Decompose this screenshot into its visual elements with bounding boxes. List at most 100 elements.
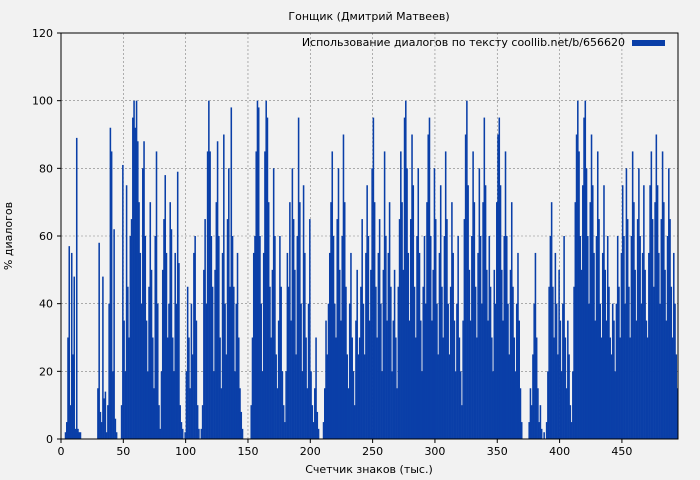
bar — [624, 303, 626, 439]
bar — [427, 134, 430, 439]
bar — [333, 303, 336, 439]
bar — [347, 388, 350, 439]
bar — [107, 405, 109, 439]
bar — [327, 303, 330, 439]
bar — [224, 303, 226, 439]
bar — [468, 269, 471, 439]
bar — [530, 405, 533, 439]
bar — [366, 185, 368, 439]
bar — [105, 432, 108, 439]
bar — [416, 236, 418, 439]
bar — [300, 303, 302, 439]
bar — [431, 320, 433, 439]
y-tick-label: 0 — [46, 433, 53, 446]
bar — [143, 141, 145, 439]
bar — [654, 202, 656, 439]
bar — [342, 134, 345, 439]
bar — [233, 286, 235, 439]
bar — [331, 151, 334, 440]
bar — [345, 286, 347, 439]
x-tick-label: 300 — [424, 445, 445, 458]
bar — [153, 388, 155, 439]
bar — [580, 269, 583, 439]
bar — [567, 320, 569, 439]
bar — [473, 202, 476, 439]
bar — [378, 219, 381, 439]
bar — [337, 168, 340, 439]
bar — [175, 303, 178, 439]
bar — [380, 303, 382, 439]
bar — [163, 219, 165, 439]
bar — [504, 151, 507, 440]
bar — [269, 286, 271, 439]
bar — [271, 269, 274, 439]
y-tick-label: 100 — [32, 95, 53, 108]
bar — [252, 252, 255, 439]
bar — [208, 100, 210, 440]
bar — [276, 388, 279, 439]
bar — [368, 320, 371, 439]
bar — [670, 286, 673, 439]
bar — [282, 405, 285, 439]
bar — [508, 354, 511, 439]
bar — [185, 371, 188, 439]
bar — [284, 422, 286, 439]
bar — [428, 117, 431, 439]
bar — [496, 202, 498, 439]
bar — [198, 428, 200, 439]
bar — [666, 236, 669, 439]
bar — [675, 354, 678, 439]
bar — [528, 422, 530, 439]
bar — [184, 432, 186, 439]
x-tick-label: 400 — [549, 445, 570, 458]
bar — [555, 303, 558, 439]
bar — [560, 371, 563, 439]
bar — [64, 432, 67, 439]
bar — [472, 151, 474, 440]
bar — [219, 337, 221, 439]
bar — [639, 236, 641, 439]
bar — [361, 219, 363, 439]
bar — [306, 388, 309, 439]
bar — [301, 371, 304, 439]
bar — [335, 337, 337, 439]
bar — [419, 320, 422, 439]
bar — [72, 354, 74, 439]
bar — [145, 320, 148, 439]
bar — [621, 185, 624, 439]
bar — [304, 252, 306, 439]
bar — [403, 117, 406, 439]
bar — [630, 236, 633, 439]
bar — [123, 320, 125, 439]
bar — [142, 168, 144, 439]
bar — [599, 303, 602, 439]
y-axis: 0 20 40 60 80 100 120 — [32, 27, 61, 446]
x-tick-label: 350 — [487, 445, 508, 458]
bar — [274, 236, 276, 439]
bar — [189, 388, 191, 439]
bar — [275, 354, 277, 439]
bar — [128, 337, 130, 439]
bar — [633, 202, 635, 439]
bar — [570, 422, 573, 439]
bar — [209, 151, 211, 440]
bar — [124, 371, 127, 439]
bar — [228, 168, 230, 439]
bar — [648, 252, 650, 439]
bar — [383, 151, 386, 440]
bar — [438, 252, 441, 439]
bar — [486, 269, 488, 439]
bar — [221, 252, 224, 439]
bar — [487, 320, 489, 439]
x-tick-label: 50 — [116, 445, 130, 458]
bar — [584, 100, 587, 440]
bar — [310, 371, 312, 439]
y-tick-label: 80 — [39, 162, 53, 175]
bar — [424, 303, 427, 439]
bar — [218, 236, 220, 439]
bar — [588, 303, 590, 439]
bar — [255, 151, 257, 440]
legend: Использование диалогов по тексту coollib… — [302, 36, 665, 49]
legend-swatch — [632, 40, 665, 46]
bar — [401, 202, 403, 439]
